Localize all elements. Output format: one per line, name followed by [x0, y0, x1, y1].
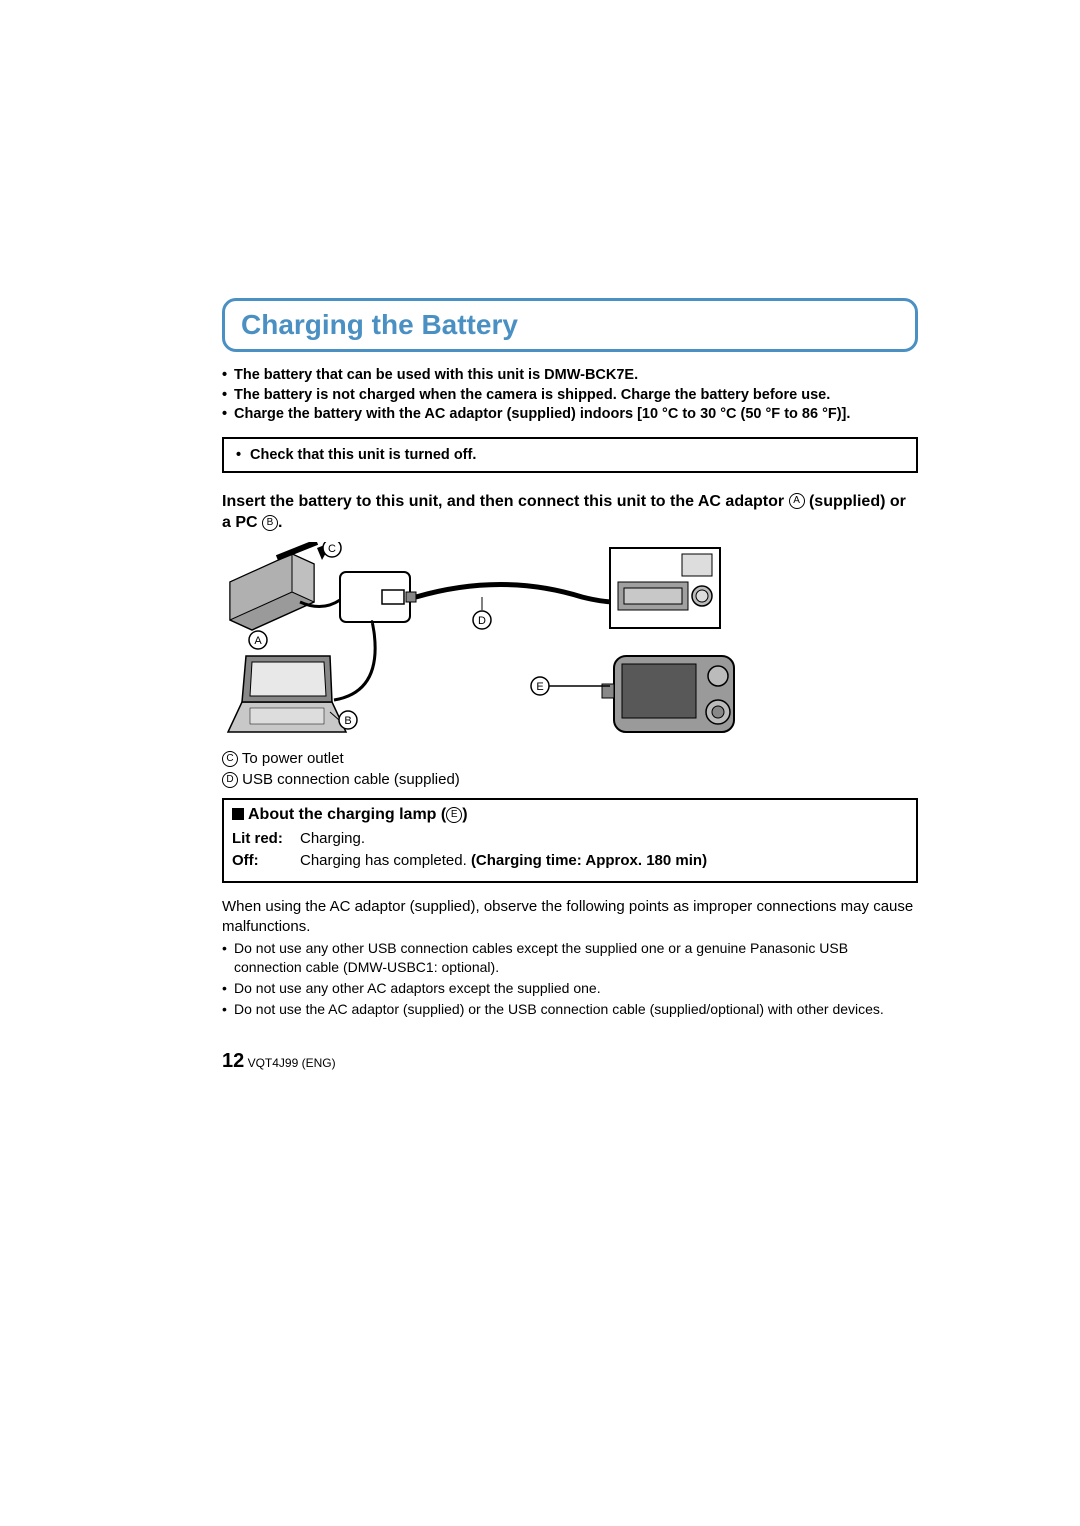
svg-text:C: C [328, 543, 336, 555]
doc-code: VQT4J99 (ENG) [248, 1056, 336, 1070]
label-e-icon: E [446, 807, 462, 823]
check-note-box: Check that this unit is turned off. [222, 437, 918, 473]
legend-d-text: USB connection cable (supplied) [242, 771, 460, 788]
legend-d: D USB connection cable (supplied) [222, 769, 918, 790]
about-row: Lit red: Charging. [232, 828, 908, 851]
svg-text:B: B [344, 715, 351, 727]
intro-bullet-list: The battery that can be used with this u… [222, 366, 918, 425]
section-title: Charging the Battery [241, 309, 899, 341]
svg-text:D: D [478, 615, 486, 627]
label-b-icon: B [262, 515, 278, 531]
instruction-text-3: . [278, 514, 282, 531]
about-row-label: Lit red: [232, 828, 300, 851]
page-footer: 12 VQT4J99 (ENG) [222, 1050, 336, 1073]
about-title-text: About the charging lamp ( [248, 806, 446, 823]
label-d-icon: D [222, 772, 238, 788]
legend-c-text: To power outlet [242, 750, 344, 767]
about-row: Off: Charging has completed. (Charging t… [232, 850, 908, 873]
section-title-box: Charging the Battery [222, 298, 918, 352]
svg-text:E: E [536, 681, 543, 693]
about-row-value: Charging. [300, 828, 365, 851]
warning-bullet: Do not use any other AC adaptors except … [222, 979, 918, 998]
charging-lamp-title: About the charging lamp (E) [232, 806, 908, 824]
instruction-text-1: Insert the battery to this unit, and the… [222, 493, 789, 510]
legend-c: C To power outlet [222, 748, 918, 769]
warning-bullet: Do not use the AC adaptor (supplied) or … [222, 1000, 918, 1019]
page-number: 12 [222, 1050, 244, 1072]
label-a-icon: A [789, 493, 805, 509]
square-bullet-icon [232, 808, 244, 820]
label-c-icon: C [222, 751, 238, 767]
warning-bullet: Do not use any other USB connection cabl… [222, 939, 918, 977]
check-note-text: Check that this unit is turned off. [236, 447, 904, 463]
warning-paragraph: When using the AC adaptor (supplied), ob… [222, 897, 918, 938]
connection-diagram: C A D [222, 542, 918, 742]
intro-bullet: Charge the battery with the AC adaptor (… [222, 405, 918, 425]
instruction-heading: Insert the battery to this unit, and the… [222, 491, 918, 534]
warning-bullet-list: Do not use any other USB connection cabl… [222, 939, 918, 1019]
about-row-value: Charging has completed. (Charging time: … [300, 850, 707, 873]
about-title-suffix: ) [462, 806, 467, 823]
about-row-label: Off: [232, 850, 300, 873]
charging-lamp-box: About the charging lamp (E) Lit red: Cha… [222, 798, 918, 883]
intro-bullet: The battery that can be used with this u… [222, 366, 918, 386]
intro-bullet: The battery is not charged when the came… [222, 386, 918, 406]
svg-text:A: A [254, 635, 262, 647]
